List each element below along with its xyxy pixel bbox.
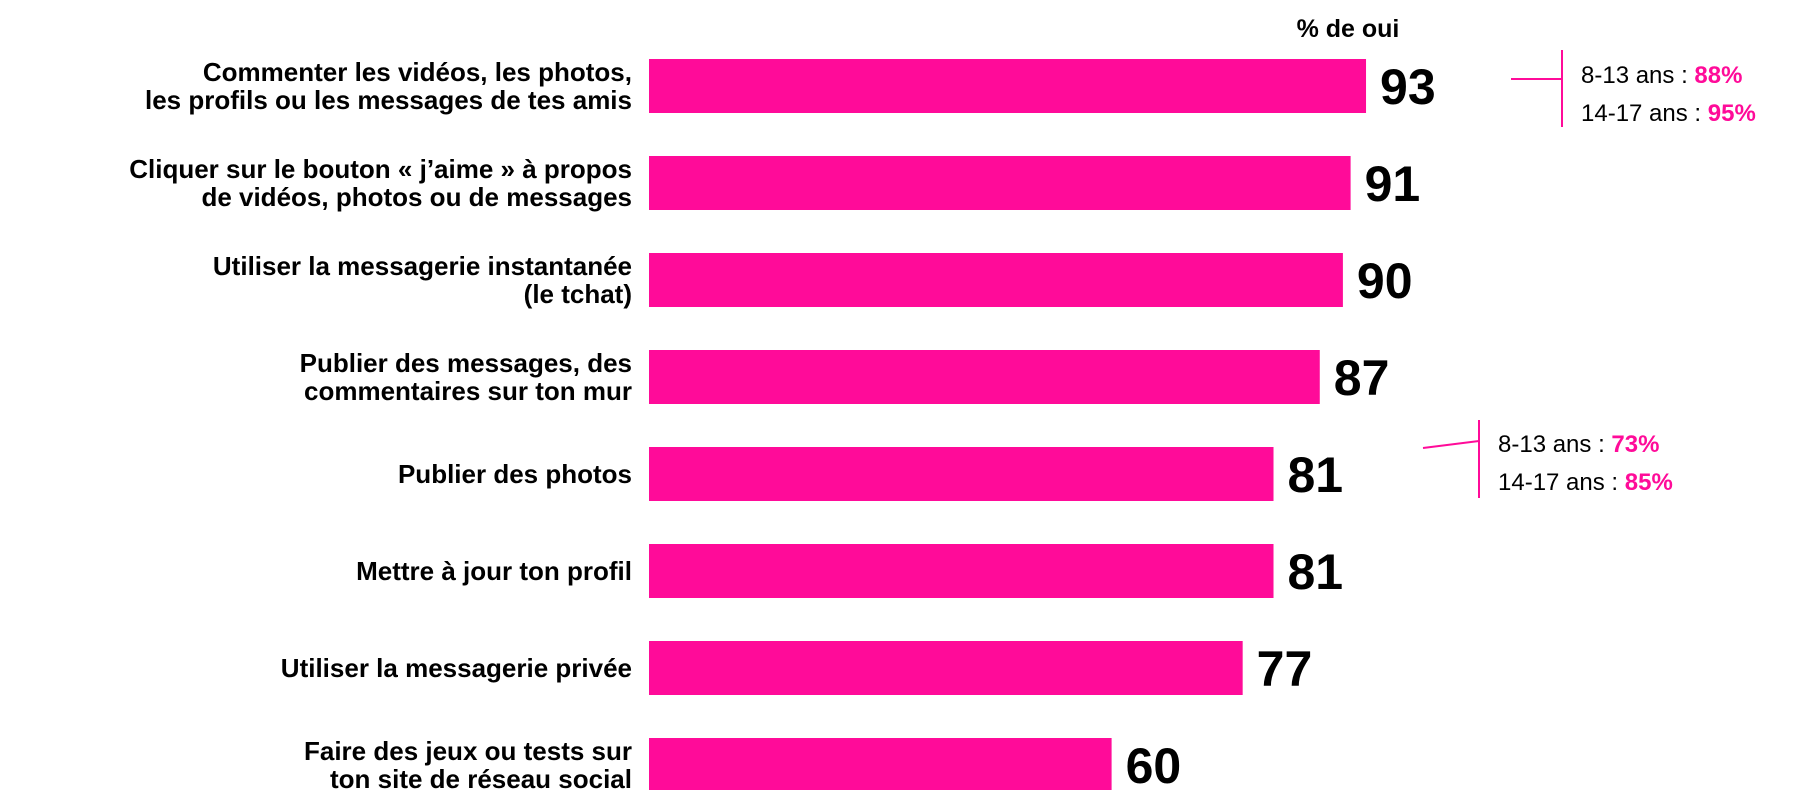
bar (649, 544, 1274, 598)
value-label: 93 (1380, 59, 1436, 115)
category-label: Publier des photos (398, 459, 632, 489)
category-label: (le tchat) (524, 279, 632, 309)
annotation-age-label: 8-13 ans : (1498, 431, 1611, 458)
annotation-line: 8-13 ans : 73% (1498, 431, 1659, 458)
bar (649, 447, 1274, 501)
annotation-line: 14-17 ans : 95% (1581, 100, 1756, 127)
annotation-age-label: 14-17 ans : (1581, 100, 1708, 127)
bar (649, 641, 1243, 695)
annotation-leader-line (1422, 440, 1480, 449)
category-label: Commenter les vidéos, les photos, (203, 57, 632, 87)
annotation-age-label: 8-13 ans : (1581, 62, 1694, 89)
bar (649, 156, 1351, 210)
annotation-value: 88% (1694, 62, 1742, 89)
category-label: Utiliser la messagerie privée (281, 653, 632, 683)
bar (649, 738, 1112, 790)
value-label: 77 (1257, 641, 1313, 697)
value-label: 90 (1357, 253, 1413, 309)
value-label: 81 (1288, 544, 1344, 600)
category-label: les profils ou les messages de tes amis (145, 85, 632, 115)
annotation-value: 95% (1708, 100, 1756, 127)
category-label: Cliquer sur le bouton « j’aime » à propo… (129, 154, 632, 184)
category-label: Mettre à jour ton profil (356, 556, 632, 586)
annotation-age-label: 14-17 ans : (1498, 469, 1625, 496)
category-label: commentaires sur ton mur (304, 376, 632, 406)
bar (649, 253, 1343, 307)
value-label: 87 (1334, 350, 1390, 406)
annotation-value: 85% (1625, 469, 1673, 496)
category-label: ton site de réseau social (330, 764, 632, 790)
annotation-line: 14-17 ans : 85% (1498, 469, 1673, 496)
bar (649, 350, 1320, 404)
category-label: Publier des messages, des (300, 348, 632, 378)
value-label: 81 (1288, 447, 1344, 503)
annotation-line: 8-13 ans : 88% (1581, 62, 1742, 89)
chart-header: % de oui (1297, 15, 1400, 43)
bar (649, 59, 1367, 113)
bars-layer: Commenter les vidéos, les photos,les pro… (129, 57, 1436, 790)
annotations-layer: 8-13 ans : 88% 14-17 ans : 95% 8-13 ans : … (1422, 50, 1756, 498)
value-label: 60 (1126, 738, 1182, 790)
annotation-value: 73% (1611, 431, 1659, 458)
value-label: 91 (1365, 156, 1421, 212)
category-label: de vidéos, photos ou de messages (201, 182, 632, 212)
category-label: Faire des jeux ou tests sur (304, 736, 632, 766)
category-label: Utiliser la messagerie instantanée (213, 251, 632, 281)
